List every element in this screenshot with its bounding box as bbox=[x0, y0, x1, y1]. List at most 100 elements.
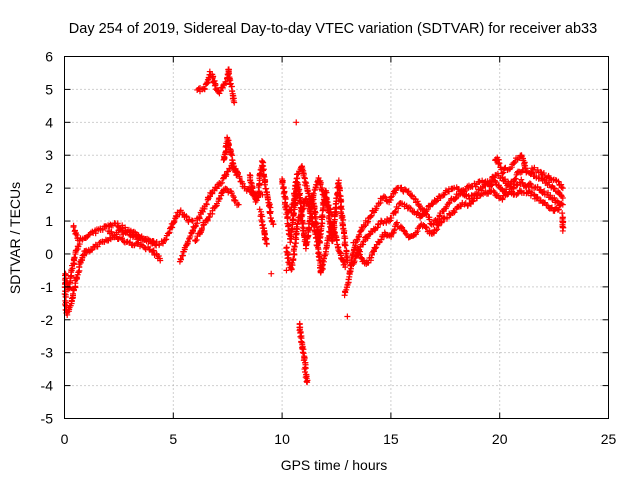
data-point bbox=[414, 198, 421, 205]
data-point bbox=[173, 213, 180, 220]
data-point bbox=[183, 214, 190, 221]
data-point bbox=[294, 171, 301, 178]
data-point bbox=[366, 231, 373, 238]
data-point bbox=[186, 235, 193, 242]
axis-ticks bbox=[64, 56, 609, 419]
x-tick-labels: 0 5 10 15 20 25 bbox=[61, 431, 617, 447]
data-point bbox=[320, 255, 327, 262]
data-point bbox=[290, 256, 297, 263]
data-point bbox=[547, 192, 554, 199]
data-point bbox=[360, 241, 367, 248]
data-point bbox=[559, 195, 566, 202]
data-point bbox=[299, 166, 306, 173]
data-point bbox=[301, 356, 308, 363]
data-point bbox=[188, 217, 195, 224]
data-point bbox=[351, 258, 358, 265]
data-point bbox=[70, 224, 77, 231]
data-point bbox=[283, 267, 290, 274]
data-point bbox=[458, 187, 465, 194]
data-point bbox=[518, 176, 525, 183]
data-point bbox=[433, 198, 440, 205]
data-point bbox=[356, 231, 363, 238]
data-point bbox=[531, 164, 538, 171]
data-point bbox=[558, 184, 565, 191]
data-point bbox=[435, 222, 442, 229]
y-tick-label: -2 bbox=[41, 312, 54, 328]
data-point bbox=[527, 181, 534, 188]
data-point bbox=[211, 82, 218, 89]
data-point bbox=[177, 256, 184, 263]
data-point bbox=[285, 222, 292, 229]
data-point bbox=[62, 275, 69, 282]
data-point bbox=[187, 233, 194, 240]
data-point bbox=[259, 213, 266, 220]
data-point bbox=[73, 231, 80, 238]
data-point bbox=[149, 240, 156, 247]
data-point bbox=[289, 262, 296, 269]
data-point bbox=[223, 185, 230, 192]
data-point bbox=[372, 245, 379, 252]
y-tick-label: 6 bbox=[45, 49, 53, 65]
data-point bbox=[92, 230, 99, 237]
data-point bbox=[189, 218, 196, 225]
data-point bbox=[398, 184, 405, 191]
y-axis-label: SDTVAR / TECUs bbox=[7, 182, 23, 294]
y-tick-label: 3 bbox=[45, 147, 53, 163]
data-point bbox=[117, 226, 124, 233]
data-point bbox=[196, 214, 203, 221]
data-point bbox=[150, 239, 157, 246]
data-point bbox=[280, 185, 287, 192]
data-point bbox=[303, 239, 310, 246]
data-point bbox=[193, 236, 200, 243]
data-point bbox=[307, 210, 314, 217]
y-tick-label: -3 bbox=[41, 345, 54, 361]
data-point bbox=[224, 134, 231, 141]
data-point bbox=[373, 244, 380, 251]
data-point bbox=[388, 214, 395, 221]
chart-title: Day 254 of 2019, Sidereal Day-to-day VTE… bbox=[69, 21, 597, 37]
data-point bbox=[280, 190, 287, 197]
data-point bbox=[236, 175, 243, 182]
data-point bbox=[294, 221, 301, 228]
data-point bbox=[71, 254, 78, 261]
data-point bbox=[163, 236, 170, 243]
data-point bbox=[531, 191, 538, 198]
plot-border bbox=[64, 56, 609, 419]
data-point bbox=[290, 197, 297, 204]
data-point bbox=[339, 214, 346, 221]
data-point bbox=[146, 246, 153, 253]
data-point bbox=[177, 207, 184, 214]
data-point bbox=[203, 201, 210, 208]
data-point bbox=[551, 185, 558, 192]
data-point bbox=[368, 254, 375, 261]
data-point bbox=[284, 215, 291, 222]
data-point bbox=[452, 195, 459, 202]
data-point bbox=[270, 221, 277, 228]
x-tick-label: 10 bbox=[274, 431, 290, 447]
data-point bbox=[299, 349, 306, 356]
data-point bbox=[433, 227, 440, 234]
data-point bbox=[555, 206, 562, 213]
data-point bbox=[558, 200, 565, 207]
data-point bbox=[256, 170, 263, 177]
data-point bbox=[559, 201, 566, 208]
data-point bbox=[342, 242, 349, 249]
data-point bbox=[526, 180, 533, 187]
data-point bbox=[382, 194, 389, 201]
data-point bbox=[201, 221, 208, 228]
data-point bbox=[340, 258, 347, 265]
data-point bbox=[99, 226, 106, 233]
data-point bbox=[368, 212, 375, 219]
data-point bbox=[451, 209, 458, 216]
data-point bbox=[293, 119, 300, 126]
data-point bbox=[279, 179, 286, 186]
data-point bbox=[150, 247, 157, 254]
data-point bbox=[541, 188, 548, 195]
data-point bbox=[267, 215, 274, 222]
data-point bbox=[157, 257, 164, 264]
data-point bbox=[405, 188, 412, 195]
data-point bbox=[332, 201, 339, 208]
data-point bbox=[457, 203, 464, 210]
data-point bbox=[302, 365, 309, 372]
